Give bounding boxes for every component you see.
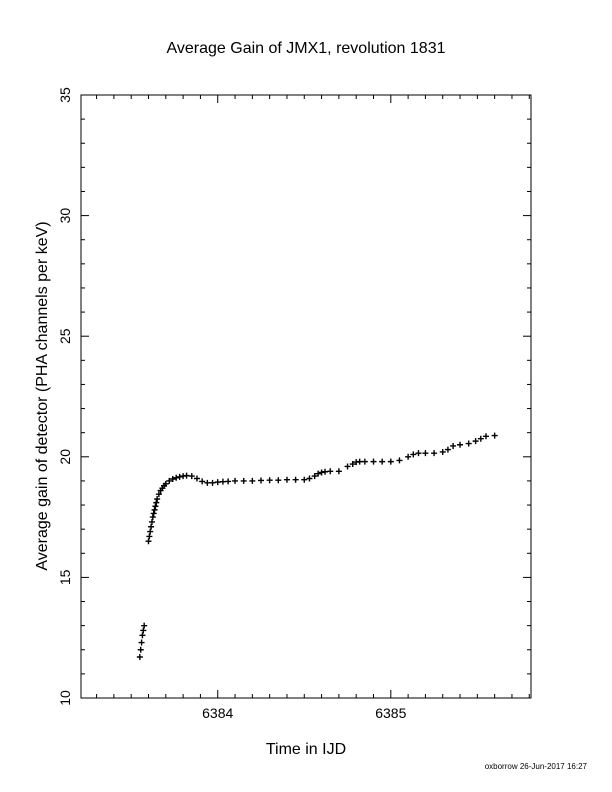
data-point — [214, 479, 221, 486]
data-point — [335, 468, 342, 475]
data-point — [275, 477, 282, 484]
data-point — [301, 476, 308, 483]
y-tick-label: 30 — [57, 208, 73, 224]
data-point — [154, 496, 161, 503]
data-point — [450, 442, 457, 449]
data-point — [356, 458, 363, 465]
footer-stamp: oxborrow 26-Jun-2017 16:27 — [485, 762, 588, 771]
data-point — [318, 469, 325, 476]
data-point — [379, 458, 386, 465]
y-tick-label: 10 — [57, 690, 73, 706]
data-point — [240, 477, 247, 484]
data-point — [249, 477, 256, 484]
data-point — [315, 470, 322, 477]
data-point — [439, 448, 446, 455]
chart-title: Average Gain of JMX1, revolution 1831 — [167, 40, 446, 57]
data-point — [283, 476, 290, 483]
data-point — [141, 622, 148, 629]
data-point — [176, 473, 183, 480]
y-tick-label: 20 — [57, 449, 73, 465]
data-point — [137, 646, 144, 653]
data-point — [477, 435, 484, 442]
data-point — [311, 473, 318, 480]
data-point — [149, 514, 156, 521]
data-point — [232, 477, 239, 484]
data-point — [139, 632, 146, 639]
data-point — [472, 438, 479, 445]
data-point — [405, 453, 412, 460]
data-point — [204, 479, 211, 486]
data-point — [219, 478, 226, 485]
data-point — [387, 458, 394, 465]
data-point — [136, 653, 143, 660]
data-point — [370, 458, 377, 465]
x-tick-label: 6385 — [375, 705, 406, 721]
data-point — [344, 463, 351, 470]
data-point — [152, 503, 159, 510]
x-axis-label: Time in IJD — [266, 741, 346, 758]
data-point — [199, 478, 206, 485]
data-point — [147, 528, 154, 535]
data-point — [457, 441, 464, 448]
data-point — [193, 475, 200, 482]
data-point — [410, 451, 417, 458]
data-point — [188, 473, 195, 480]
data-point — [155, 491, 162, 498]
data-point — [151, 506, 158, 513]
data-point — [349, 461, 356, 468]
data-point — [415, 450, 422, 457]
y-axis-label: Average gain of detector (PHA channels p… — [34, 221, 51, 570]
data-point — [148, 523, 155, 530]
data-point — [138, 639, 145, 646]
data-point — [327, 468, 334, 475]
data-point — [258, 477, 264, 484]
data-point — [266, 477, 273, 484]
plot-frame — [80, 94, 532, 699]
data-point — [483, 433, 489, 440]
data-point — [292, 476, 299, 483]
data-point — [225, 478, 232, 485]
data-point — [140, 627, 147, 634]
data-point — [209, 479, 216, 486]
data-point — [166, 477, 173, 484]
data-point — [322, 468, 329, 475]
data-point — [169, 475, 176, 482]
data-point — [150, 510, 157, 517]
y-tick-label: 35 — [57, 87, 73, 103]
data-point — [491, 432, 498, 439]
data-point — [465, 440, 472, 447]
data-point — [173, 474, 180, 481]
data-point — [431, 450, 438, 457]
y-tick-label: 15 — [57, 569, 73, 585]
data-point — [396, 457, 403, 464]
data-points — [136, 432, 498, 660]
data-point — [444, 446, 451, 453]
y-tick-label: 25 — [57, 328, 73, 344]
data-point — [361, 458, 368, 465]
data-point — [146, 533, 153, 540]
data-point — [145, 538, 152, 545]
data-point — [162, 480, 169, 487]
x-tick-label: 6384 — [202, 705, 233, 721]
data-point — [422, 450, 429, 457]
axis-ticks: 10 15 20 25 30 35 6384 6385 — [57, 87, 531, 721]
data-point — [183, 472, 190, 479]
data-point — [153, 499, 160, 506]
data-point — [148, 518, 155, 525]
data-point — [306, 475, 313, 482]
